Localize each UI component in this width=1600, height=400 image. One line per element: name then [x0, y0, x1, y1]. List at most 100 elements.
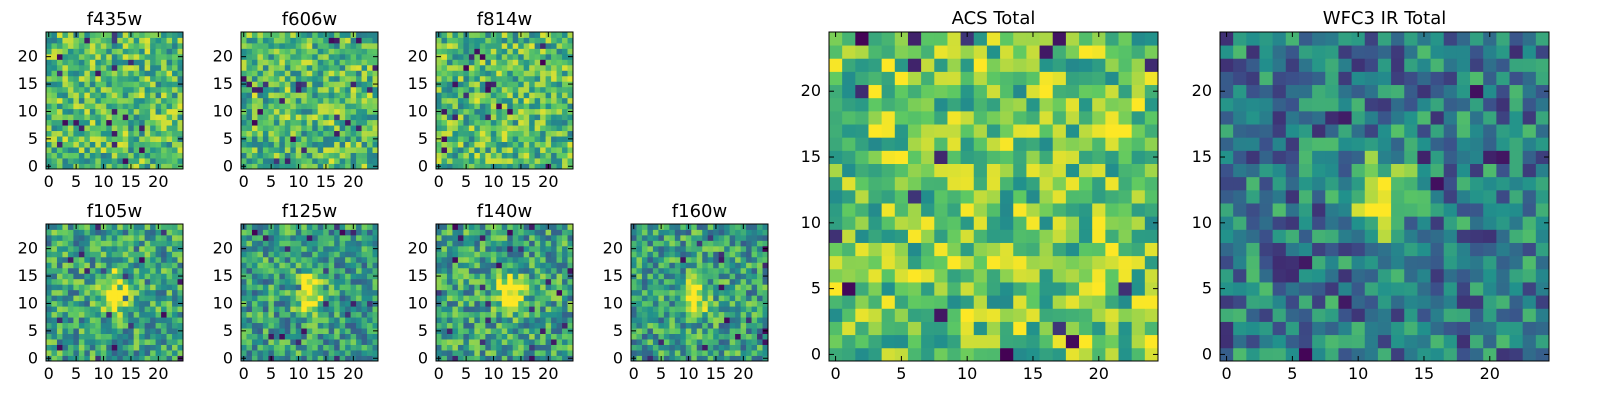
- heatmap-cell: [62, 311, 69, 318]
- heatmap-cell: [106, 48, 113, 55]
- heatmap-cell: [139, 53, 146, 60]
- heatmap-cell: [691, 317, 698, 324]
- heatmap-cell: [724, 278, 731, 285]
- heatmap-cell: [62, 163, 69, 170]
- heatmap-cell: [512, 70, 519, 77]
- heatmap-cell: [652, 251, 659, 258]
- heatmap-cell: [947, 347, 961, 362]
- heatmap-cell: [512, 317, 519, 324]
- heatmap-cell: [372, 317, 379, 324]
- heatmap-cell: [257, 289, 264, 296]
- heatmap-cell: [251, 350, 258, 356]
- heatmap-cell: [177, 42, 184, 49]
- heatmap-cell: [89, 81, 96, 88]
- heatmap-cell: [284, 355, 291, 362]
- heatmap-cell: [485, 108, 492, 115]
- heatmap-cell: [663, 306, 670, 313]
- heatmap-cell: [128, 262, 135, 269]
- panel-title: ACS Total: [952, 8, 1036, 29]
- heatmap-cell: [295, 125, 302, 132]
- heatmap-cell: [1039, 321, 1054, 336]
- heatmap-cell: [361, 158, 368, 164]
- heatmap-cell: [78, 53, 85, 60]
- heatmap-cell: [122, 64, 129, 71]
- heatmap-cell: [507, 229, 514, 236]
- heatmap-cell: [485, 251, 492, 258]
- heatmap-cell: [323, 42, 330, 49]
- heatmap-cell: [257, 53, 264, 60]
- heatmap-cell: [463, 300, 470, 307]
- x-tick-label: 5: [71, 172, 81, 191]
- heatmap-cell: [507, 136, 514, 142]
- heatmap-cell: [512, 311, 519, 318]
- heatmap-cell: [367, 289, 373, 296]
- heatmap-cell: [350, 251, 357, 258]
- heatmap-cell: [562, 64, 568, 71]
- heatmap-cell: [636, 322, 643, 329]
- heatmap-cell: [652, 234, 659, 241]
- heatmap-cell: [1052, 216, 1067, 230]
- heatmap-cell: [501, 245, 508, 252]
- heatmap-cell: [934, 189, 948, 204]
- heatmap-cell: [345, 229, 351, 236]
- heatmap-cell: [751, 339, 758, 345]
- heatmap-cell: [317, 273, 324, 280]
- heatmap-cell: [284, 59, 291, 66]
- heatmap-cell: [1118, 163, 1133, 178]
- heatmap-cell: [312, 229, 319, 236]
- heatmap-cell: [241, 119, 247, 126]
- heatmap-cell: [674, 295, 681, 302]
- heatmap-cell: [757, 306, 763, 313]
- heatmap-cell: [691, 284, 698, 291]
- heatmap-cell: [713, 300, 720, 307]
- heatmap-cell: [279, 229, 286, 236]
- heatmap-cell: [636, 245, 643, 252]
- heatmap-cell: [468, 240, 475, 247]
- heatmap-cell: [128, 125, 135, 132]
- heatmap-cell: [328, 224, 335, 230]
- heatmap-cell: [512, 240, 519, 247]
- heatmap-cell: [631, 251, 637, 258]
- heatmap-cell: [51, 339, 58, 345]
- heatmap-cell: [907, 295, 922, 309]
- heatmap-cell: [111, 300, 118, 307]
- heatmap-cell: [246, 97, 253, 104]
- heatmap-cell: [729, 267, 736, 274]
- heatmap-cell: [512, 103, 519, 110]
- heatmap-cell: [323, 278, 330, 285]
- heatmap-cell: [556, 119, 563, 126]
- heatmap-cell: [556, 322, 563, 329]
- heatmap-cell: [441, 103, 448, 110]
- heatmap-cell: [172, 152, 178, 159]
- heatmap-cell: [518, 333, 525, 340]
- heatmap-cell: [279, 103, 286, 110]
- heatmap-cell: [647, 267, 654, 274]
- heatmap-cell: [62, 37, 69, 44]
- heatmap-cell: [501, 37, 508, 44]
- heatmap-cell: [161, 42, 167, 49]
- heatmap-cell: [474, 86, 481, 93]
- heatmap-cell: [474, 311, 481, 318]
- heatmap-cell: [1013, 321, 1027, 336]
- heatmap-cell: [350, 86, 357, 93]
- heatmap-cell: [674, 229, 681, 236]
- heatmap-cell: [89, 262, 96, 269]
- heatmap-cell: [361, 234, 368, 241]
- heatmap-cell: [372, 344, 379, 351]
- heatmap-cell: [463, 75, 470, 82]
- heatmap-cell: [641, 355, 648, 362]
- heatmap-cell: [290, 37, 297, 44]
- heatmap-cell: [51, 92, 58, 99]
- heatmap-cell: [356, 224, 362, 230]
- heatmap-cell: [139, 251, 146, 258]
- heatmap-cell: [139, 245, 146, 252]
- heatmap-cell: [106, 75, 113, 82]
- heatmap-cell: [934, 176, 948, 191]
- heatmap-cell: [518, 42, 525, 49]
- heatmap-cell: [496, 103, 503, 110]
- heatmap-cell: [842, 203, 856, 217]
- heatmap-cell: [636, 344, 643, 351]
- heatmap-cell: [361, 273, 368, 280]
- x-tick-label: 10: [288, 172, 308, 191]
